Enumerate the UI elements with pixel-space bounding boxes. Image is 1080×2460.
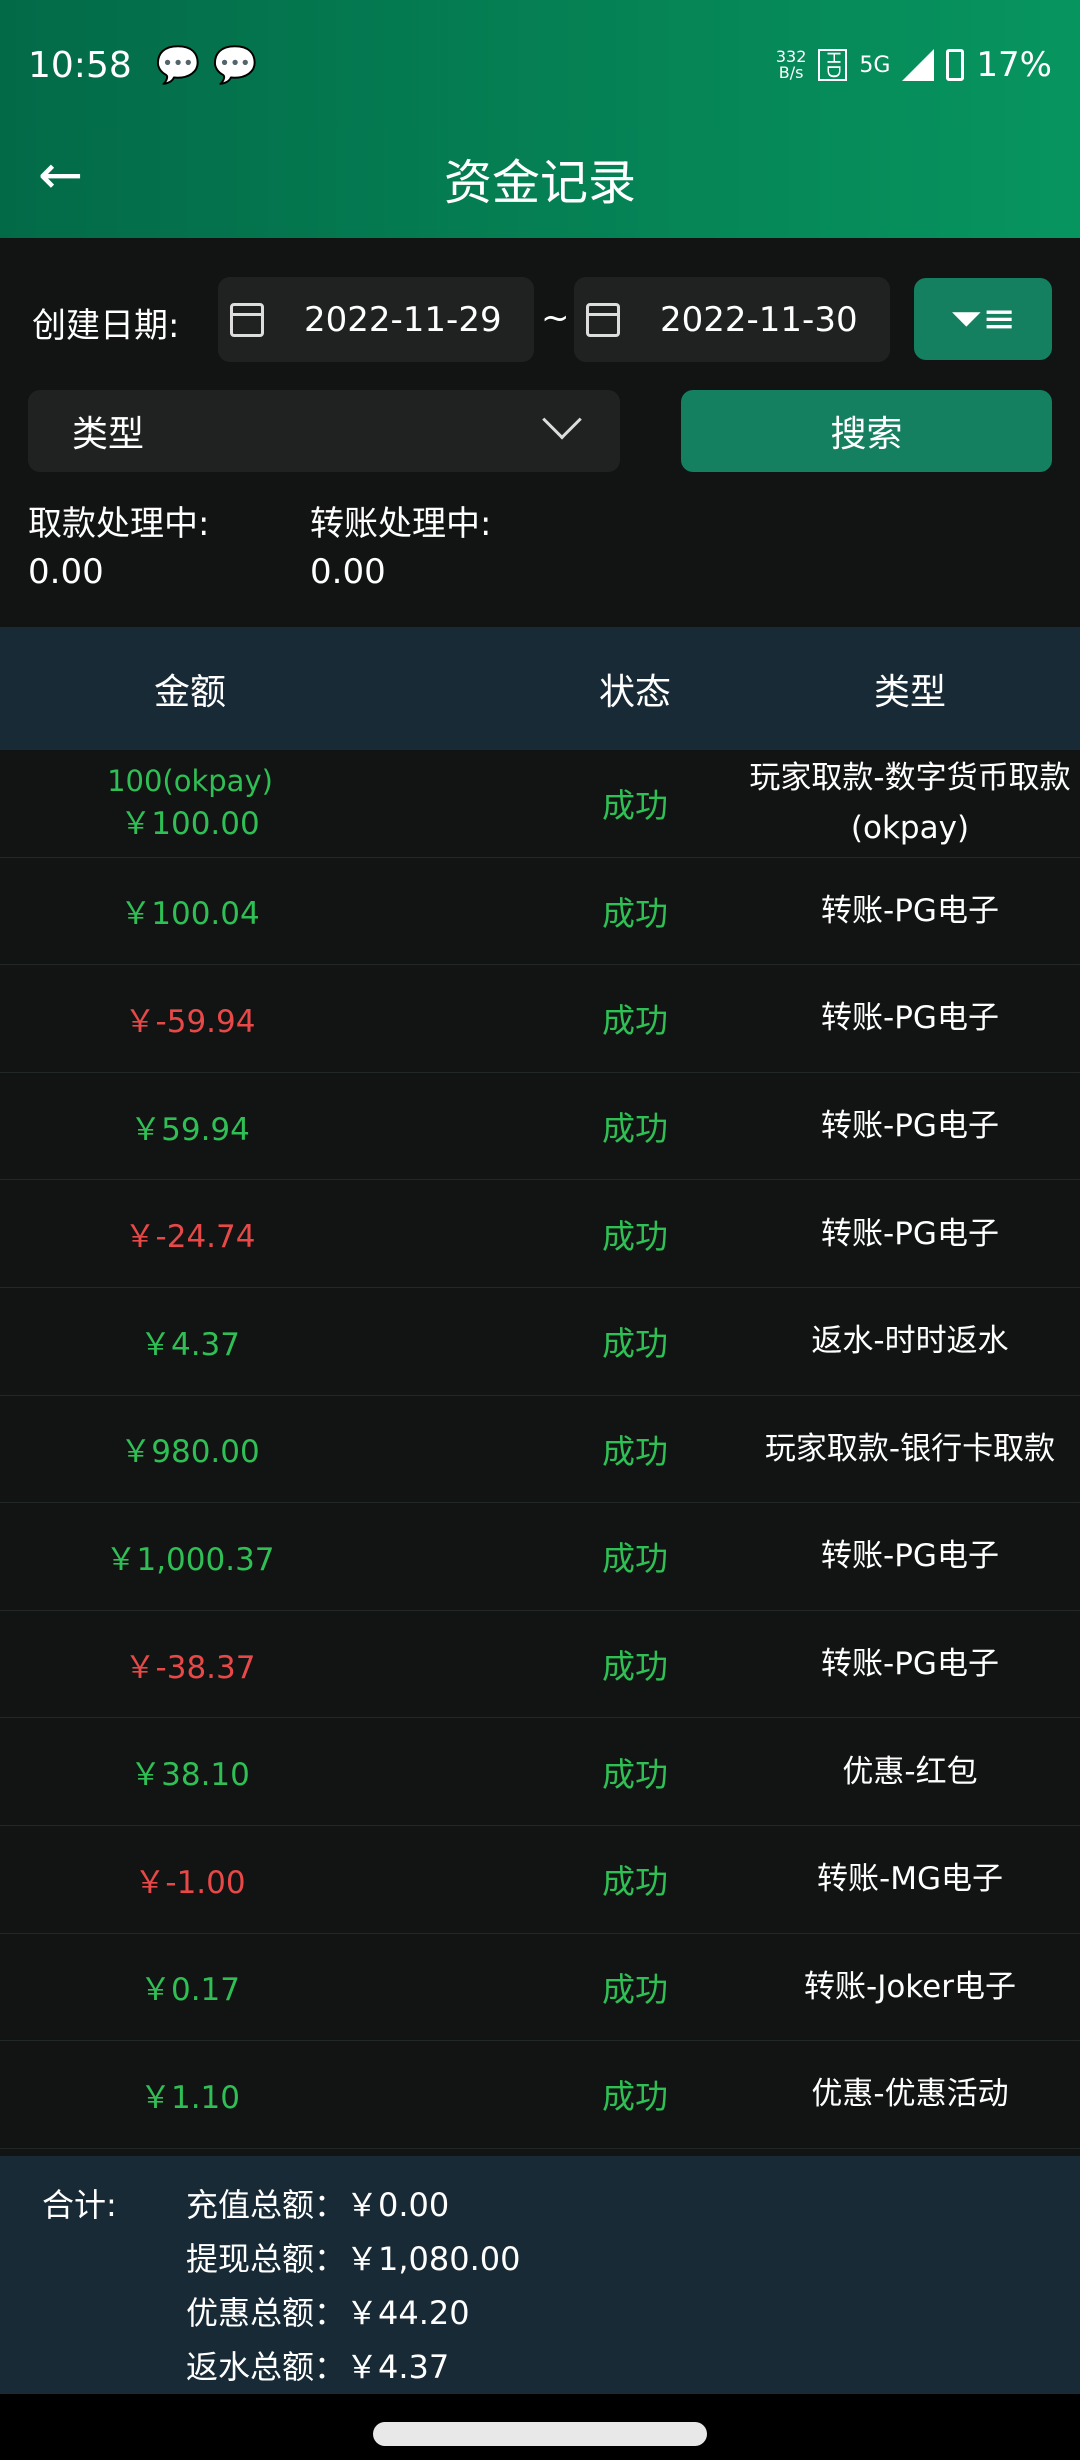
summary-panel: 合计: 充值总额：￥0.00 提现总额：￥1,080.00 优惠总额：￥44.2…: [0, 2156, 1080, 2394]
record-type: 转账-PG电子: [821, 1215, 999, 1252]
type-select-value: 类型: [72, 414, 145, 455]
status: 成功: [602, 1431, 668, 1471]
summary-rebate: 返水总额：￥4.37: [186, 2348, 450, 2386]
table-row[interactable]: ￥38.10 成功 优惠-红包: [0, 1718, 1080, 1826]
record-type: 优惠-优惠活动: [811, 2076, 1009, 2113]
amount: ￥100.04: [120, 896, 260, 933]
filter-button[interactable]: ⏷≡: [914, 278, 1052, 360]
table-row[interactable]: ￥100.04 成功 转账-PG电子: [0, 858, 1080, 966]
net-speed: 332: [775, 47, 807, 66]
record-type: 转账-PG电子: [821, 1538, 999, 1575]
start-date-field[interactable]: 2022-11-29: [218, 277, 534, 362]
home-indicator[interactable]: [373, 2422, 707, 2446]
amount: ￥-59.94: [124, 1003, 256, 1040]
column-amount: 金额: [153, 671, 226, 713]
amount: ￥1.10: [139, 2079, 241, 2116]
record-type: 优惠-红包: [842, 1753, 978, 1790]
table-row[interactable]: ￥1.10 成功 优惠-优惠活动: [0, 2041, 1080, 2149]
table-row[interactable]: ￥-24.74 成功 转账-PG电子: [0, 1180, 1080, 1288]
table-row[interactable]: ￥980.00 成功 玩家取款-银行卡取款: [0, 1396, 1080, 1504]
amount: ￥1,000.37: [105, 1541, 275, 1578]
page-title: 资金记录: [443, 155, 636, 211]
wechat-icon: 💬: [212, 45, 258, 86]
table-row[interactable]: ￥-1.00 成功 转账-MG电子: [0, 1826, 1080, 1934]
status: 成功: [602, 1539, 668, 1579]
arrow-left-icon[interactable]: ←: [38, 143, 84, 206]
amount: ￥100.00: [120, 805, 260, 842]
records-table: 100(okpay) ￥100.00 成功 玩家取款-数字货币取款(okpay) ￥…: [0, 750, 1080, 2149]
start-date-value: 2022-11-29: [304, 299, 502, 340]
amount: ￥980.00: [120, 1434, 260, 1471]
summary-withdraw: 提现总额：￥1,080.00: [186, 2240, 521, 2278]
record-type: 转账-PG电子: [821, 1108, 999, 1145]
status: 成功: [602, 1969, 668, 2009]
table-row[interactable]: ￥4.37 成功 返水-时时返水: [0, 1288, 1080, 1396]
net-unit: B/s: [778, 63, 804, 82]
table-row[interactable]: ￥-59.94 成功 转账-PG电子: [0, 965, 1080, 1073]
end-date-field[interactable]: 2022-11-30: [574, 277, 890, 362]
type-select[interactable]: 类型: [28, 390, 620, 472]
amount: ￥59.94: [130, 1111, 250, 1148]
navigation-bar: [0, 2394, 1080, 2460]
status: 成功: [602, 1324, 668, 1364]
withdraw-pending-label: 取款处理中:: [28, 504, 210, 544]
status: 成功: [602, 2077, 668, 2117]
record-type: 转账-PG电子: [821, 1646, 999, 1683]
summary-label: 合计:: [42, 2186, 117, 2224]
table-row[interactable]: ￥0.17 成功 转账-Joker电子: [0, 1934, 1080, 2042]
record-type: 玩家取款-银行卡取款: [764, 1430, 1056, 1467]
record-type: 玩家取款-数字货币取款(okpay): [749, 760, 1071, 847]
record-type: 返水-时时返水: [811, 1323, 1009, 1360]
amount: ￥-38.37: [124, 1649, 256, 1686]
hd-icon: HD: [818, 49, 848, 81]
transfer-pending-value: 0.00: [310, 552, 386, 592]
status: 成功: [602, 1647, 668, 1687]
end-date-value: 2022-11-30: [660, 299, 858, 340]
battery-level: 17%: [976, 45, 1052, 85]
wechat-icon: 💬: [155, 45, 201, 86]
battery-icon: [946, 49, 965, 81]
filter-icon: ⏷≡: [950, 296, 1016, 342]
column-type: 类型: [873, 671, 946, 713]
amount: ￥-24.74: [124, 1219, 256, 1256]
date-label: 创建日期:: [32, 306, 180, 346]
amount: ￥0.17: [139, 1972, 241, 2009]
table-row[interactable]: ￥59.94 成功 转账-PG电子: [0, 1073, 1080, 1181]
status: 成功: [602, 1109, 668, 1149]
amount: ￥-1.00: [134, 1864, 246, 1901]
transfer-pending-label: 转账处理中:: [310, 504, 492, 544]
amount-note: 100(okpay): [107, 763, 273, 798]
calendar-icon: [230, 302, 264, 337]
summary-promo: 优惠总额：￥44.20: [186, 2294, 470, 2332]
date-separator: ~: [541, 298, 570, 338]
table-row[interactable]: ￥-38.37 成功 转账-PG电子: [0, 1611, 1080, 1719]
table-row[interactable]: ￥1,000.37 成功 转账-PG电子: [0, 1503, 1080, 1611]
status-bar: 10:58 💬 💬 332 B/s HD 5G 17%: [28, 40, 1052, 90]
clock: 10:58: [28, 44, 132, 86]
status: 成功: [602, 786, 668, 826]
calendar-icon: [586, 302, 620, 337]
search-button[interactable]: 搜索: [681, 390, 1052, 472]
app-header: 10:58 💬 💬 332 B/s HD 5G 17% ← 资金记录: [0, 0, 1080, 238]
withdraw-pending-value: 0.00: [28, 552, 104, 592]
status: 成功: [602, 1862, 668, 1902]
record-type: 转账-MG电子: [817, 1861, 1003, 1898]
column-status: 状态: [598, 671, 671, 713]
network-type: 5G: [859, 52, 891, 78]
record-type: 转账-PG电子: [821, 892, 999, 929]
amount: ￥4.37: [139, 1326, 241, 1363]
signal-icon: [902, 49, 935, 81]
status: 成功: [602, 1754, 668, 1794]
chevron-down-icon: [542, 399, 582, 440]
status: 成功: [602, 1001, 668, 1041]
table-row[interactable]: 100(okpay) ￥100.00 成功 玩家取款-数字货币取款(okpay): [0, 750, 1080, 858]
table-header: 金额 状态 类型: [0, 627, 1080, 750]
status: 成功: [602, 1216, 668, 1256]
status: 成功: [602, 893, 668, 933]
amount: ￥38.10: [130, 1757, 250, 1794]
record-type: 转账-PG电子: [821, 1000, 999, 1037]
record-type: 转账-Joker电子: [804, 1968, 1016, 2005]
summary-recharge: 充值总额：￥0.00: [186, 2186, 450, 2224]
